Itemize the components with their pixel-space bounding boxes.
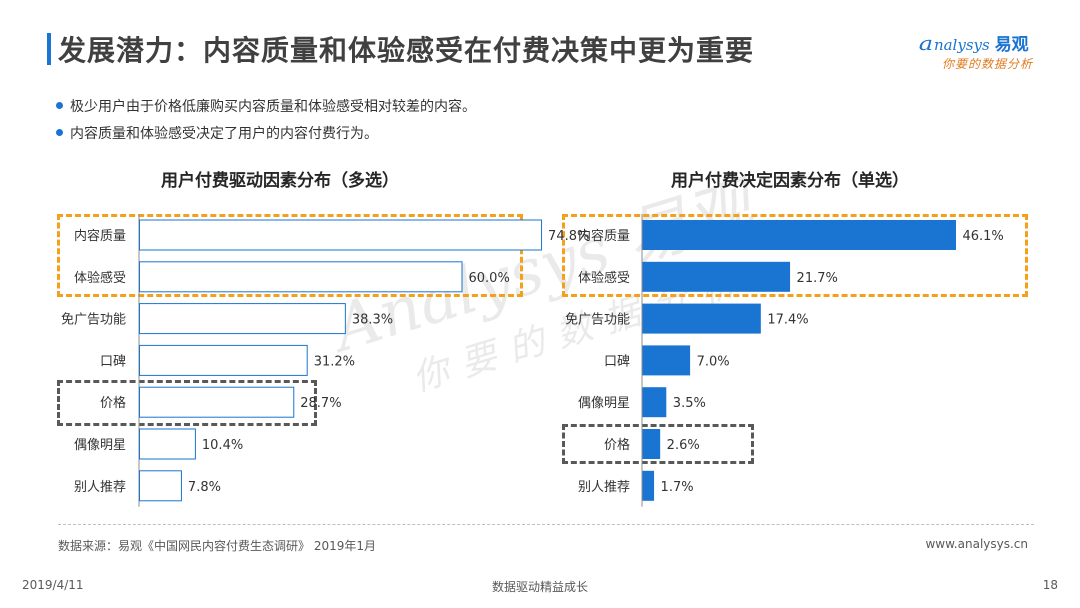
- value-label: 7.0%: [697, 354, 730, 369]
- bar: [139, 261, 463, 293]
- category-label: 口碑: [100, 353, 126, 369]
- data-source: 数据来源：易观《中国网民内容付费生态调研》 2019年1月: [58, 539, 376, 553]
- logo-slogan: 你要的数据分析: [942, 57, 1034, 71]
- logo-mark: a: [918, 31, 934, 55]
- category-label: 别人推荐: [74, 480, 126, 495]
- bar: [139, 344, 308, 376]
- bullet-dot-icon: [56, 102, 63, 109]
- category-label: 体验感受: [578, 270, 630, 286]
- footer-divider: [58, 524, 1034, 525]
- category-label: 价格: [100, 395, 126, 411]
- page-number: 18: [1042, 578, 1058, 592]
- left-chart-title: 用户付费驱动因素分布（多选）: [161, 171, 399, 191]
- value-label: 1.7%: [661, 480, 694, 495]
- bar: [642, 429, 661, 459]
- bullet-text: 内容质量和体验感受决定了用户的内容付费行为。: [70, 125, 378, 142]
- brand-logo: a nalysys 易观 你要的数据分析: [918, 30, 1060, 74]
- bar: [642, 220, 956, 250]
- page-title: 发展潜力：内容质量和体验感受在付费决策中更为重要: [58, 34, 755, 67]
- value-label: 7.8%: [188, 480, 221, 495]
- bar: [642, 303, 761, 334]
- footer-date: 2019/4/11: [22, 578, 84, 592]
- category-label: 价格: [604, 437, 630, 453]
- bar: [139, 386, 295, 418]
- category-label: 别人推荐: [578, 480, 630, 495]
- footer-slogan: 数据驱动精益成长: [491, 580, 588, 594]
- category-label: 口碑: [604, 353, 630, 369]
- bullet-text: 极少用户由于价格低廉购买内容质量和体验感受相对较差的内容。: [70, 98, 476, 115]
- website-link[interactable]: www.analysys.cn: [925, 537, 1028, 551]
- category-label: 偶像明星: [578, 396, 630, 411]
- value-label: 60.0%: [469, 271, 510, 286]
- category-label: 免广告功能: [61, 313, 126, 328]
- bar: [139, 428, 196, 460]
- bar: [642, 261, 791, 292]
- bullet-dot-icon: [56, 129, 63, 136]
- bullet-point: 极少用户由于价格低廉购买内容质量和体验感受相对较差的内容。: [56, 92, 476, 119]
- bar: [642, 470, 655, 501]
- right-chart-title: 用户付费决定因素分布（单选）: [671, 171, 909, 191]
- left-highlight-quality-experience: [57, 214, 523, 297]
- title-accent-bar: [47, 33, 51, 65]
- key-points: 极少用户由于价格低廉购买内容质量和体验感受相对较差的内容。 内容质量和体验感受决…: [56, 92, 476, 146]
- category-label: 偶像明星: [74, 438, 126, 453]
- logo-chinese-name: 易观: [994, 35, 1029, 55]
- value-label: 46.1%: [962, 229, 1003, 244]
- bar: [139, 470, 182, 502]
- logo-wordmark: nalysys: [933, 36, 990, 54]
- bar: [139, 219, 543, 251]
- value-label: 38.3%: [352, 313, 393, 328]
- value-label: 31.2%: [314, 354, 355, 369]
- value-label: 2.6%: [667, 438, 700, 453]
- value-label: 10.4%: [202, 438, 243, 453]
- category-label: 内容质量: [74, 228, 126, 244]
- bar: [642, 387, 667, 418]
- bullet-point: 内容质量和体验感受决定了用户的内容付费行为。: [56, 119, 476, 146]
- category-label: 内容质量: [578, 228, 630, 244]
- value-label: 17.4%: [767, 313, 808, 328]
- category-label: 体验感受: [74, 270, 126, 286]
- bar: [642, 345, 691, 376]
- value-label: 21.7%: [797, 271, 838, 286]
- category-label: 免广告功能: [565, 313, 630, 328]
- value-label: 74.8%: [548, 229, 589, 244]
- left-highlight-price: [57, 380, 317, 426]
- value-label: 28.7%: [300, 396, 341, 411]
- value-label: 3.5%: [673, 396, 706, 411]
- bar: [139, 303, 346, 335]
- right-highlight-quality-experience: [562, 214, 1028, 297]
- right-highlight-price: [562, 424, 754, 464]
